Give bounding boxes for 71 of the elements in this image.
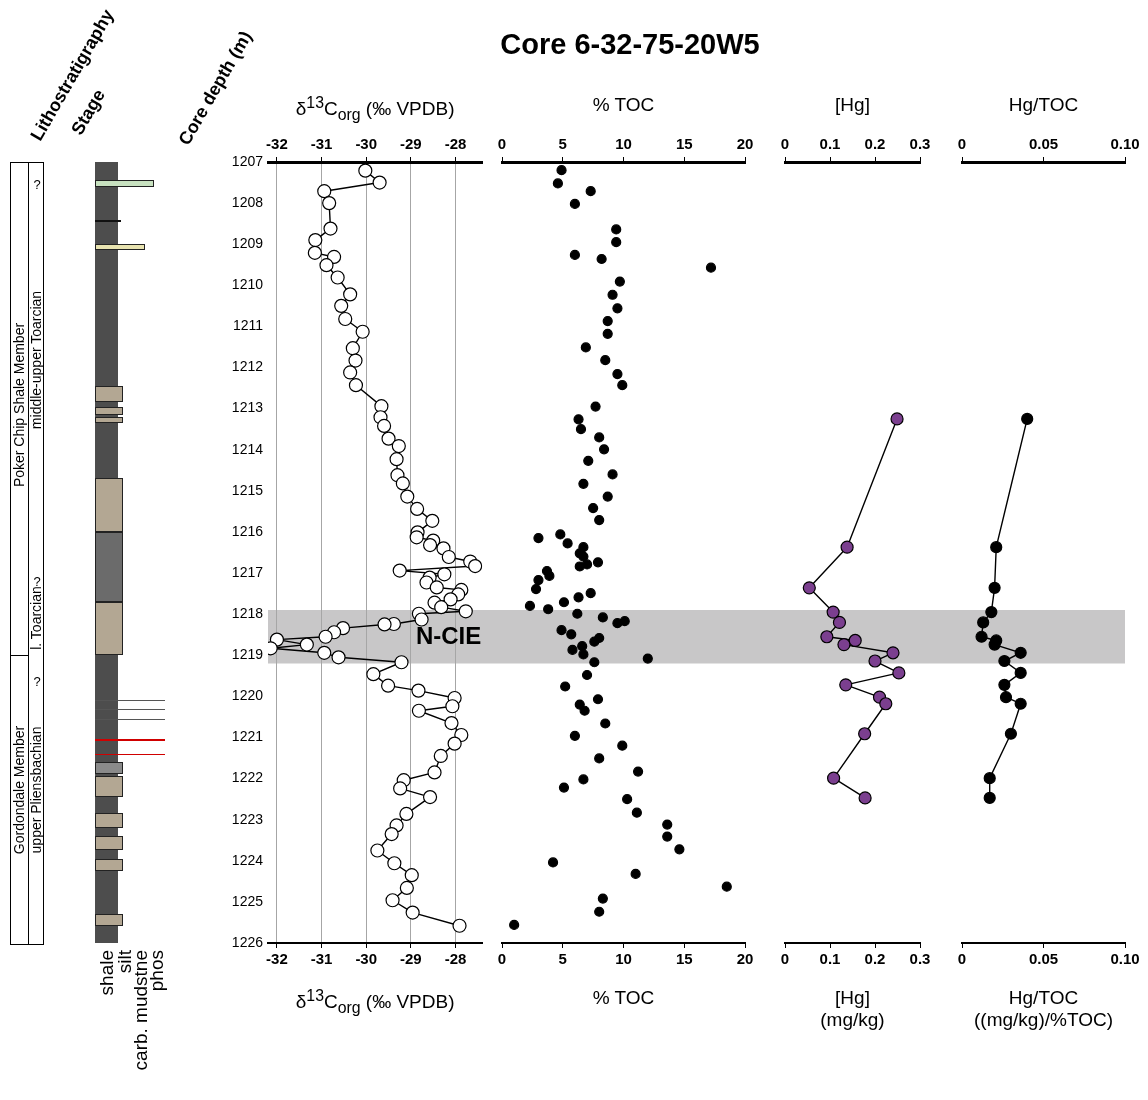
text: ? [33, 673, 41, 689]
y-tick-label: 1223 [231, 810, 264, 827]
x-tick-label: 0 [497, 950, 507, 968]
x-tick-label: 0.05 [1028, 950, 1059, 968]
x2-axis-title: % TOC [591, 94, 656, 116]
x-tick-label: 0.3 [909, 950, 931, 968]
x-tick-label: 20 [736, 950, 754, 968]
x2-tick-label: 0 [957, 135, 967, 153]
x2-tick-label: 20 [736, 135, 754, 153]
x-tick-label: 5 [558, 950, 567, 968]
x-tick-label: 0 [957, 950, 967, 968]
x2-tick-label: -30 [355, 135, 378, 153]
x-tick-label: -30 [355, 950, 378, 968]
x2-tick-label: -28 [444, 135, 467, 153]
text: middle-upper Toarcian [28, 290, 44, 430]
y-tick-label: 1207 [231, 152, 264, 169]
text: upper Pliensbachian [28, 726, 44, 854]
x-axis-title: % TOC [591, 987, 656, 1009]
x2-tick-label: 15 [675, 135, 693, 153]
y-tick-label: 1214 [231, 440, 264, 457]
y-tick-label: 1213 [231, 399, 264, 416]
x2-tick-label: 0.1 [819, 135, 841, 153]
x2-axis-title: [Hg] [834, 94, 871, 116]
y-tick-label: 1219 [231, 646, 264, 663]
y-tick-label: 1215 [231, 481, 264, 498]
text: Poker Chip Shale Member [11, 322, 27, 488]
y-tick-label: 1226 [231, 933, 264, 950]
y-tick-label: 1217 [231, 563, 264, 580]
text: l. Toarcian [28, 586, 44, 650]
x2-tick-label: -29 [400, 135, 422, 153]
x-tick-label: -29 [400, 950, 422, 968]
x-axis-title: Hg/TOC ((mg/kg)/%TOC) [973, 987, 1114, 1031]
x2-tick-label: 0.2 [864, 135, 886, 153]
x-axis-title: δ$^{13}$C$_{org}$ (‰ VPDB) [294, 987, 456, 1018]
x-axis-title: [Hg] (mg/kg) [819, 987, 886, 1031]
y-tick-label: 1221 [231, 728, 264, 745]
y-tick-label: 1220 [231, 687, 264, 704]
x2-tick-label: -31 [310, 135, 333, 153]
y-tick-label: 1224 [231, 851, 264, 868]
x2-tick-label: 0.3 [909, 135, 931, 153]
x2-tick-label: 0.10 [1110, 135, 1140, 153]
x-tick-label: -31 [310, 950, 333, 968]
x-tick-label: 0.10 [1110, 950, 1140, 968]
x2-tick-label: -32 [266, 135, 288, 153]
x-tick-label: -32 [266, 950, 288, 968]
y-tick-label: 1208 [231, 193, 264, 210]
x-tick-label: 0.2 [864, 950, 886, 968]
x2-tick-label: 0.05 [1028, 135, 1059, 153]
x2-tick-label: 0 [780, 135, 790, 153]
y-tick-label: 1218 [231, 605, 264, 622]
y-tick-label: 1225 [231, 892, 264, 909]
y-tick-label: 1211 [232, 317, 264, 334]
x-tick-label: 10 [615, 950, 632, 968]
y-tick-label: 1209 [231, 235, 264, 252]
x2-tick-label: 5 [558, 135, 567, 153]
x-tick-label: 15 [675, 950, 693, 968]
x2-tick-label: 10 [615, 135, 632, 153]
y-tick-label: 1212 [231, 358, 264, 375]
y-tick-label: 1216 [231, 522, 264, 539]
x2-tick-label: 0 [497, 135, 507, 153]
x-tick-label: -28 [444, 950, 467, 968]
text: Gordondale Member [11, 725, 27, 855]
x2-axis-title: Hg/TOC [1007, 94, 1080, 116]
y-tick-label: 1210 [231, 276, 264, 293]
y-tick-label: 1222 [231, 769, 264, 786]
chart-title: Core 6-32-75-20W5 [499, 28, 761, 61]
x2-axis-title: δ$^{13}$C$_{org}$ (‰ VPDB) [294, 94, 456, 125]
text: ? [33, 176, 41, 192]
band-label: N-CIE [415, 622, 482, 650]
x-tick-label: 0.1 [819, 950, 841, 968]
x-tick-label: 0 [780, 950, 790, 968]
